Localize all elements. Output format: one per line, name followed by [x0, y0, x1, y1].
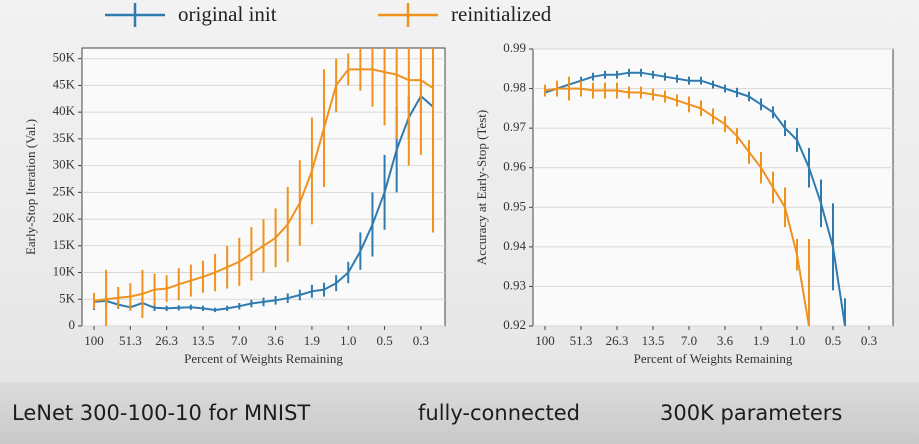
- x-tick-label: 0.5: [825, 333, 841, 348]
- y-tick-label: 35K: [53, 130, 76, 145]
- caption-band: [0, 382, 919, 444]
- x-tick-label: 0.5: [376, 333, 392, 348]
- x-tick-label: 1.9: [304, 333, 320, 348]
- y-tick-label: 30K: [53, 157, 76, 172]
- x-axis-label: Percent of Weights Remaining: [634, 351, 793, 366]
- y-tick-label: 0.97: [503, 119, 526, 134]
- series: [93, 48, 434, 326]
- series: [544, 76, 810, 326]
- y-axis-label: Accuracy at Early-Stop (Test): [474, 110, 489, 265]
- legend: original init reinitialized: [105, 2, 552, 27]
- x-tick-label: 3.6: [267, 333, 284, 348]
- y-tick-label: 45K: [53, 76, 76, 91]
- x-tick-label: 0.3: [413, 333, 429, 348]
- x-tick-label: 13.5: [642, 333, 665, 348]
- legend-label: original init: [178, 2, 277, 26]
- x-tick-label: 7.0: [681, 333, 697, 348]
- line: [544, 71, 846, 326]
- y-tick-label: 50K: [53, 50, 76, 65]
- x-tick-label: 51.3: [570, 333, 593, 348]
- chart: 0.92 0.93 0.94 0.95 0.96 0.97 0.98 0.99 100 51.3 2…: [474, 40, 894, 366]
- y-tick-label: 40K: [53, 103, 76, 118]
- x-tick-label: 1.0: [340, 333, 356, 348]
- x-tick-label: 1.9: [753, 333, 769, 348]
- y-tick-label: 0.92: [503, 317, 526, 332]
- y-axis-label: Early-Stop Iteration (Val.): [23, 119, 38, 255]
- caption-parameters: 300K parameters: [660, 401, 842, 425]
- y-tick-label: 10K: [53, 264, 76, 279]
- y-tick-label: 0.99: [503, 40, 526, 55]
- y-tick-label: 15K: [53, 237, 76, 252]
- caption-model: LeNet 300-100-10 for MNIST: [12, 401, 310, 425]
- x-tick-label: 0.3: [861, 333, 877, 348]
- x-tick-label: 7.0: [231, 333, 247, 348]
- x-tick-label: 3.6: [717, 333, 734, 348]
- x-tick-label: 26.3: [606, 333, 629, 348]
- x-tick-label: 51.3: [119, 333, 142, 348]
- y-tick-label: 20K: [53, 210, 76, 225]
- plot-area: [81, 47, 446, 327]
- y-tick-label: 25K: [53, 183, 76, 198]
- y-tick-label: 0.95: [503, 198, 526, 213]
- y-tick-label: 0.93: [503, 277, 526, 292]
- y-tick-label: 0: [69, 317, 76, 332]
- x-tick-label: 13.5: [192, 333, 215, 348]
- y-tick-label: 5K: [59, 290, 76, 305]
- x-tick-label: 26.3: [155, 333, 178, 348]
- x-axis-label: Percent of Weights Remaining: [184, 351, 343, 366]
- y-tick-label: 0.96: [503, 159, 526, 174]
- y-tick-label: 0.98: [503, 80, 526, 95]
- x-tick-label: 100: [84, 333, 104, 348]
- caption-architecture: fully-connected: [418, 401, 580, 425]
- chart: 0 5K 10K 15K 20K 25K 30K 35K 40K 45K 50K 100 51.3 26.…: [23, 47, 446, 366]
- y-tick-label: 0.94: [503, 238, 526, 253]
- x-tick-label: 1.0: [789, 333, 805, 348]
- x-tick-label: 100: [535, 333, 555, 348]
- legend-label: reinitialized: [451, 2, 552, 26]
